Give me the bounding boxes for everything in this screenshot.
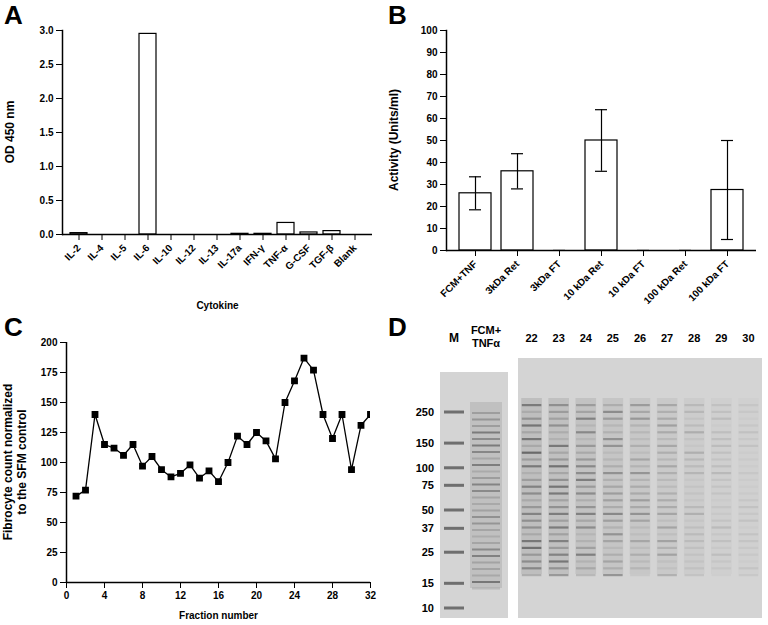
svg-text:40: 40 [426,157,438,168]
svg-text:150: 150 [41,397,58,408]
svg-text:8: 8 [140,590,146,601]
svg-text:IL-13: IL-13 [196,242,221,267]
svg-text:60: 60 [426,113,438,124]
svg-text:10 kDa Ret: 10 kDa Ret [561,258,605,302]
svg-text:10: 10 [426,223,438,234]
svg-text:Activity (Units/ml): Activity (Units/ml) [387,89,401,191]
svg-text:Blank: Blank [332,242,359,269]
svg-text:15: 15 [422,577,434,589]
svg-text:10: 10 [422,602,434,614]
svg-text:10 kDa FT: 10 kDa FT [606,258,647,299]
svg-text:4: 4 [102,590,108,601]
html-text:C: C [4,312,23,342]
svg-text:IL-10: IL-10 [150,242,175,267]
svg-text:2.5: 2.5 [40,59,54,70]
svg-text:25: 25 [422,546,434,558]
html-text:D: D [388,312,407,342]
svg-text:IL-17a: IL-17a [215,242,244,271]
svg-text:IL-5: IL-5 [108,242,129,263]
svg-text:50: 50 [46,517,58,528]
svg-text:M: M [449,331,459,345]
svg-text:50: 50 [426,135,438,146]
svg-text:30: 30 [742,332,754,344]
svg-text:0: 0 [52,577,58,588]
svg-text:100: 100 [421,25,438,36]
svg-text:150: 150 [416,437,434,449]
svg-text:FCM+TNFα: FCM+TNFα [471,324,501,349]
svg-text:100: 100 [416,462,434,474]
html-text:A: A [4,0,23,30]
svg-text:2.0: 2.0 [40,93,54,104]
svg-text:23: 23 [553,332,565,344]
svg-text:25: 25 [607,332,619,344]
svg-text:22: 22 [525,332,537,344]
svg-text:250: 250 [416,406,434,418]
svg-text:0: 0 [432,245,438,256]
svg-text:TNF-α: TNF-α [261,242,290,271]
svg-text:80: 80 [426,69,438,80]
svg-text:29: 29 [715,332,727,344]
svg-text:IL-12: IL-12 [173,242,198,267]
svg-text:1.0: 1.0 [40,161,54,172]
svg-text:20: 20 [251,590,263,601]
svg-text:20: 20 [426,201,438,212]
svg-text:12: 12 [175,590,187,601]
svg-text:IFN-γ: IFN-γ [241,242,267,268]
svg-text:26: 26 [634,332,646,344]
svg-text:27: 27 [661,332,673,344]
svg-text:30: 30 [426,179,438,190]
svg-text:28: 28 [327,590,339,601]
html-text:B: B [388,0,407,30]
svg-text:TGF-β: TGF-β [307,242,336,271]
svg-text:OD 450 nm: OD 450 nm [3,101,17,164]
svg-text:0.5: 0.5 [40,195,54,206]
svg-text:32: 32 [365,590,377,601]
svg-text:3kDa Ret: 3kDa Ret [483,258,522,297]
svg-text:90: 90 [426,47,438,58]
svg-text:0: 0 [64,590,70,601]
svg-text:Fraction number: Fraction number [179,610,258,621]
svg-text:IL-4: IL-4 [85,242,106,263]
svg-text:FCM+TNF: FCM+TNF [438,258,479,299]
svg-text:100 kDa Ret: 100 kDa Ret [641,258,689,306]
svg-text:24: 24 [580,332,593,344]
svg-text:0.0: 0.0 [40,229,54,240]
svg-text:37: 37 [422,522,434,534]
svg-text:175: 175 [41,367,58,378]
svg-text:1.5: 1.5 [40,127,54,138]
svg-text:70: 70 [426,91,438,102]
svg-text:28: 28 [688,332,700,344]
svg-text:3.0: 3.0 [40,25,54,36]
svg-text:IL-2: IL-2 [62,242,83,263]
svg-text:100 kDa FT: 100 kDa FT [686,258,731,303]
svg-text:25: 25 [46,547,58,558]
svg-text:200: 200 [41,337,58,348]
svg-text:50: 50 [422,504,434,516]
svg-text:16: 16 [213,590,225,601]
svg-text:Cytokine: Cytokine [196,300,239,311]
svg-text:24: 24 [289,590,301,601]
svg-text:125: 125 [41,427,58,438]
svg-text:3kDa FT: 3kDa FT [528,258,563,293]
svg-text:IL-6: IL-6 [131,242,152,263]
svg-text:75: 75 [422,479,434,491]
svg-text:Fibrocyte count normalizedto t: Fibrocyte count normalizedto the SFM con… [1,384,29,541]
svg-text:75: 75 [46,487,58,498]
svg-text:G-CSF: G-CSF [283,242,313,272]
svg-text:100: 100 [41,457,58,468]
